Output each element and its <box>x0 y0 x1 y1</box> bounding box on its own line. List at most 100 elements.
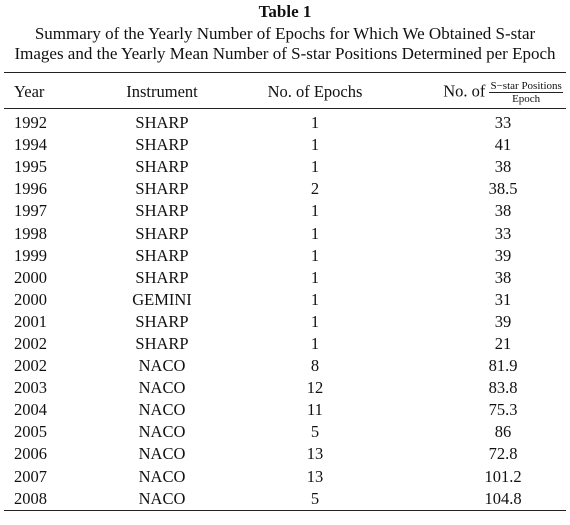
table-cell: 1994 <box>14 135 47 155</box>
table-cell: 2005 <box>14 422 47 442</box>
table-row: 2000 SHARP 1 38 <box>4 267 566 289</box>
table-cell: 2004 <box>14 400 47 420</box>
data-table: Year Instrument No. of Epochs No. of S−star… <box>4 76 566 510</box>
table-row: 2008 NACO 5 104.8 <box>4 488 566 510</box>
table-cell: SHARP <box>135 311 189 331</box>
table-cell: NACO <box>138 488 186 508</box>
table-cell: 33 <box>494 113 512 133</box>
table-cell: SHARP <box>135 157 189 177</box>
table-cell: 39 <box>494 311 512 331</box>
table-cell: 86 <box>494 422 512 442</box>
table-cell: 38 <box>494 201 512 221</box>
table-cell: 1992 <box>14 113 47 133</box>
table-cell: 41 <box>494 135 512 155</box>
table-cell: 2002 <box>14 333 47 353</box>
table-cell: 1999 <box>14 245 47 265</box>
header-fraction: S−star Positions Epoch <box>489 79 563 105</box>
table-cell: 1995 <box>14 157 47 177</box>
table-cell: 2008 <box>14 488 47 508</box>
table-row: 1995 SHARP 1 38 <box>4 156 566 178</box>
table-cell: NACO <box>138 466 186 486</box>
table-cell: 1 <box>310 157 320 177</box>
table-cell: 1 <box>310 113 320 133</box>
table-cell: 1 <box>310 289 320 309</box>
table-row: 2005 NACO 5 86 <box>4 421 566 443</box>
table-cell: 1 <box>310 267 320 287</box>
table-cell: 2000 <box>14 289 47 309</box>
table-cell: 5 <box>310 488 320 508</box>
table-row: 2002 SHARP 1 21 <box>4 333 566 355</box>
table-cell: 11 <box>307 400 323 420</box>
top-rule <box>4 72 566 73</box>
table-cell: 2007 <box>14 466 47 486</box>
table-cell: NACO <box>138 356 186 376</box>
table-cell: 8 <box>310 356 320 376</box>
table-cell: 2001 <box>14 311 47 331</box>
table-cell: 1 <box>310 135 320 155</box>
table-cell: NACO <box>138 422 186 442</box>
table-cell: 1997 <box>14 201 47 221</box>
table-cell: 2002 <box>14 356 47 376</box>
table-body: 1992 SHARP 1 33 1994 SHARP 1 41 1995 SHARP 1 38 1996… <box>4 108 566 510</box>
table-cell: 1998 <box>14 223 47 243</box>
table-cell: 38.5 <box>488 179 518 199</box>
table-cell: 2006 <box>14 444 47 464</box>
table-cell: NACO <box>138 444 186 464</box>
table-row: 2003 NACO 12 83.8 <box>4 377 566 399</box>
table-cell: SHARP <box>135 245 189 265</box>
table-cell: 1996 <box>14 179 47 199</box>
table-row: 2002 NACO 8 81.9 <box>4 355 566 377</box>
table-cell: 2000 <box>14 267 47 287</box>
bottom-rule <box>4 510 566 511</box>
table-cell: 2 <box>310 179 320 199</box>
table-row: 1998 SHARP 1 33 <box>4 222 566 244</box>
table-row: 1999 SHARP 1 39 <box>4 245 566 267</box>
table-cell: 1 <box>310 223 320 243</box>
table-cell: 39 <box>494 245 512 265</box>
table-cell: SHARP <box>135 223 189 243</box>
header-prefix: No. of <box>443 80 486 100</box>
table-cell: 5 <box>310 422 320 442</box>
column-header: No. of S−star Positions Epoch <box>400 76 566 108</box>
table-row: 1992 SHARP 1 33 <box>4 108 566 134</box>
table-cell: SHARP <box>135 201 189 221</box>
table-cell: 13 <box>306 466 324 486</box>
table-cell: 81.9 <box>488 356 518 376</box>
table-cell: GEMINI <box>132 289 192 309</box>
table-row: 2001 SHARP 1 39 <box>4 311 566 333</box>
table-cell: SHARP <box>135 135 189 155</box>
table-row: 1996 SHARP 2 38.5 <box>4 178 566 200</box>
caption-line: Images and the Yearly Mean Number of S-s… <box>14 44 556 63</box>
table-title: Table 1 <box>258 2 312 21</box>
fraction-numerator: S−star Positions <box>489 79 563 93</box>
column-header: No. of Epochs <box>267 82 363 101</box>
table-cell: NACO <box>138 400 186 420</box>
table-cell: 38 <box>494 267 512 287</box>
column-header: Instrument <box>126 82 198 101</box>
table-cell: 31 <box>494 289 512 309</box>
table-row: 1994 SHARP 1 41 <box>4 134 566 156</box>
table-cell: 38 <box>494 157 512 177</box>
table-row: 1997 SHARP 1 38 <box>4 200 566 222</box>
table-cell: 83.8 <box>488 378 518 398</box>
table-cell: 72.8 <box>488 444 518 464</box>
table-cell: 101.2 <box>484 466 522 486</box>
caption-line: Summary of the Yearly Number of Epochs f… <box>34 24 536 43</box>
table-cell: 21 <box>494 333 512 353</box>
table-row: 2000 GEMINI 1 31 <box>4 289 566 311</box>
header-row: Year Instrument No. of Epochs No. of S−star… <box>4 76 566 108</box>
table-cell: NACO <box>138 378 186 398</box>
table-cell: SHARP <box>135 113 189 133</box>
table-cell: 1 <box>310 245 320 265</box>
fraction-denominator: Epoch <box>512 92 541 105</box>
table-cell: 2003 <box>14 378 47 398</box>
table-cell: 12 <box>306 378 324 398</box>
table-row: 2006 NACO 13 72.8 <box>4 443 566 465</box>
table-cell: SHARP <box>135 179 189 199</box>
table-cell: 75.3 <box>488 400 518 420</box>
table-row: 2004 NACO 11 75.3 <box>4 399 566 421</box>
table-cell: 1 <box>310 311 320 331</box>
header-rule <box>4 108 566 109</box>
table-cell: SHARP <box>135 333 189 353</box>
